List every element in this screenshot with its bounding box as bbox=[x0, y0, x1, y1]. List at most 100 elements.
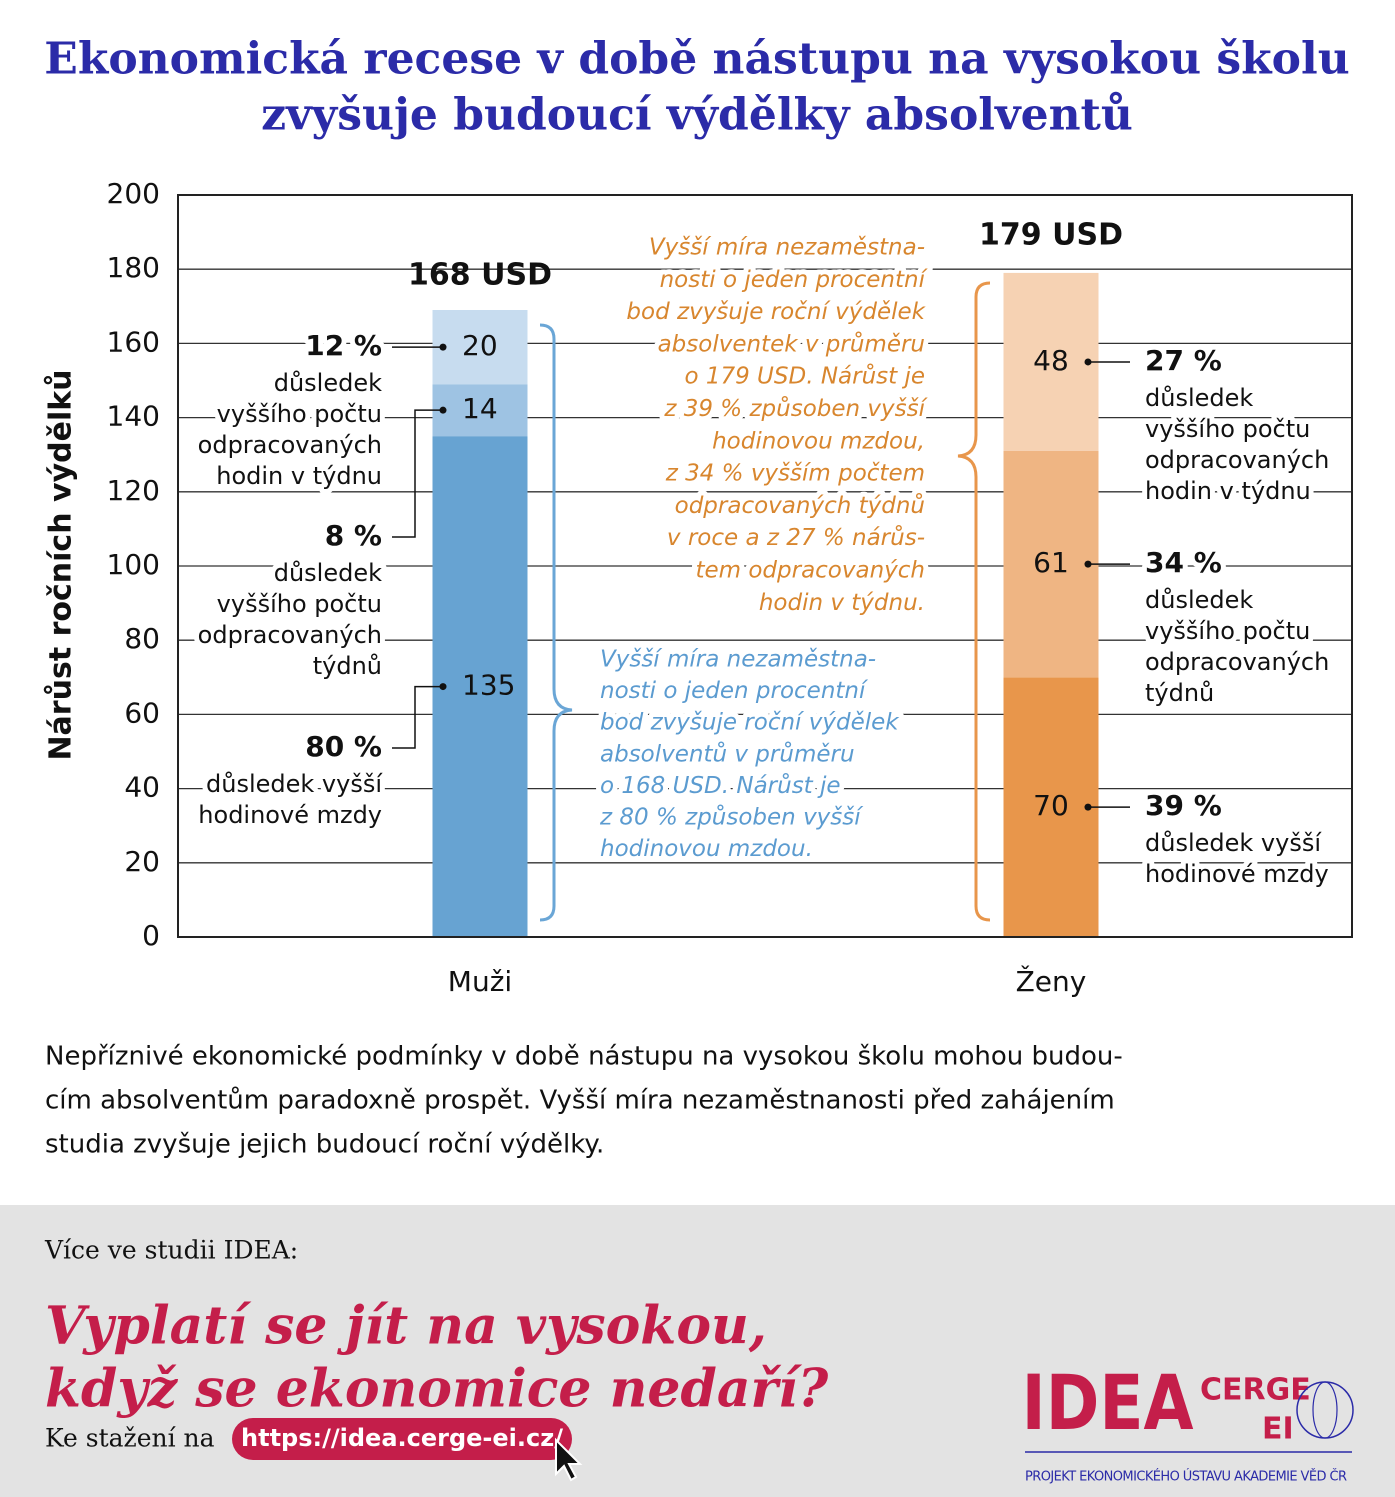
description-line: cím absolventům paradoxně prospět. Vyšší… bbox=[45, 1086, 1115, 1116]
description-line: studia zvyšuje jejich budoucí roční výdě… bbox=[45, 1130, 604, 1160]
bar-segment bbox=[432, 436, 528, 937]
y-tick-label: 120 bbox=[107, 474, 160, 507]
y-tick-label: 40 bbox=[124, 771, 160, 804]
x-tick-label: Ženy bbox=[1016, 964, 1087, 998]
y-tick-label: 80 bbox=[124, 622, 160, 655]
description-line: Nepříznivé ekonomické podmínky v době ná… bbox=[45, 1042, 1123, 1072]
plot-frame bbox=[177, 194, 1353, 938]
logo-subtitle: PROJEKT EKONOMICKÉHO ÚSTAVU AKADEMIE VĚD… bbox=[1025, 1469, 1347, 1485]
brace bbox=[957, 281, 991, 922]
title-line: Ekonomická recese v době nástupu na vyso… bbox=[44, 34, 1349, 85]
note-line: důsledek bbox=[274, 369, 382, 397]
note-line: důsledek bbox=[1145, 586, 1253, 614]
y-tick-label: 0 bbox=[142, 919, 160, 952]
note-orange: z 34 % vyšším počtem bbox=[665, 461, 925, 487]
y-axis-label: Nárůst ročních výdělků bbox=[43, 369, 79, 760]
note-blue: bod zvyšuje roční výdělek bbox=[600, 710, 900, 736]
note-orange: tem odpracovaných bbox=[695, 558, 925, 584]
bar-segment bbox=[1003, 677, 1099, 937]
description: Nepříznivé ekonomické podmínky v době ná… bbox=[45, 1042, 1123, 1160]
cursor-icon bbox=[555, 1437, 583, 1482]
value-label: 70 bbox=[1033, 789, 1069, 822]
total-label: 168 USD bbox=[408, 258, 552, 293]
note-line: odpracovaných bbox=[198, 431, 382, 459]
percent-label: 80 % bbox=[305, 730, 382, 763]
note-line: důsledek vyšší bbox=[206, 770, 383, 798]
logo: IDEA CERGE EI PROJEKT EKONOMICKÉHO ÚSTAV… bbox=[1022, 1359, 1354, 1485]
note-orange: z 39 % způsoben vyšší bbox=[663, 395, 928, 422]
note-orange: nosti o jeden procentní bbox=[660, 267, 929, 293]
y-tick-label: 60 bbox=[124, 696, 160, 729]
note-line: vyššího počtu bbox=[217, 590, 382, 618]
y-tick-label: 20 bbox=[124, 845, 160, 878]
bar-segment bbox=[1003, 272, 1099, 451]
leader-line bbox=[392, 685, 443, 749]
note-blue: z 80 % způsoben vyšší bbox=[599, 804, 864, 831]
note-line: hodin v týdnu bbox=[216, 462, 382, 490]
bar-segment bbox=[1003, 450, 1099, 678]
note-line: důsledek bbox=[1145, 384, 1253, 412]
note-line: důsledek vyšší bbox=[1145, 829, 1322, 857]
note-blue: hodinovou mzdou. bbox=[600, 836, 813, 862]
bar-segment bbox=[432, 384, 528, 437]
y-tick-label: 100 bbox=[107, 548, 160, 581]
note-blue: nosti o jeden procentní bbox=[600, 678, 869, 704]
leader-line bbox=[392, 409, 443, 538]
value-label: 61 bbox=[1033, 546, 1069, 579]
url-button[interactable]: https://idea.cerge-ei.cz/ bbox=[232, 1418, 572, 1460]
note-blue: absolventů v průměru bbox=[600, 740, 855, 767]
y-tick-label: 160 bbox=[107, 325, 160, 358]
url-text[interactable]: https://idea.cerge-ei.cz/ bbox=[241, 1424, 563, 1452]
note-line: důsledek bbox=[274, 559, 382, 587]
logo-idea: IDEA bbox=[1022, 1359, 1194, 1447]
note-line: odpracovaných bbox=[1145, 446, 1329, 474]
footer-background bbox=[0, 1205, 1395, 1497]
brace bbox=[539, 323, 573, 922]
note-orange: Vyšší míra nezaměstna- bbox=[649, 235, 925, 261]
note-orange: v roce a z 27 % nárůs- bbox=[667, 524, 925, 551]
note-orange: hodin v týdnu. bbox=[759, 590, 925, 616]
url-pill[interactable] bbox=[232, 1418, 572, 1460]
annotations: Muži 135 80 % důsledek vyšší hodinové mzdy 14… bbox=[193, 218, 1335, 999]
note-orange: absolventek v průměru bbox=[658, 330, 925, 357]
footer-intro: Více ve studii IDEA: bbox=[44, 1236, 298, 1265]
note-orange: o 179 USD. Nárůst je bbox=[684, 363, 925, 390]
y-tick-label: 200 bbox=[107, 177, 160, 210]
note-line: hodinové mzdy bbox=[198, 801, 382, 829]
total-label: 179 USD bbox=[979, 218, 1123, 253]
note-line: týdnů bbox=[313, 652, 382, 680]
percent-label: 27 % bbox=[1145, 344, 1222, 377]
value-label: 20 bbox=[462, 329, 498, 362]
bar-segment bbox=[432, 310, 528, 385]
footer-headline: když se ekonomice nedaří? bbox=[45, 1359, 829, 1420]
title-line: zvyšuje budoucí výdělky absolventů bbox=[261, 90, 1133, 141]
value-label: 48 bbox=[1033, 344, 1069, 377]
note-line: vyššího počtu bbox=[1145, 415, 1310, 443]
x-tick-label: Muži bbox=[448, 965, 512, 998]
y-tick-label: 180 bbox=[107, 251, 160, 284]
logo-cerge: CERGE bbox=[1200, 1373, 1311, 1408]
percent-label: 34 % bbox=[1145, 546, 1222, 579]
note-blue: Vyšší míra nezaměstna- bbox=[600, 647, 876, 673]
note-orange: hodinovou mzdou, bbox=[712, 428, 925, 454]
footer-headline: Vyplatí se jít na vysokou, bbox=[45, 1296, 767, 1357]
note-line: odpracovaných bbox=[1145, 648, 1329, 676]
note-line: hodinové mzdy bbox=[1145, 860, 1329, 888]
percent-label: 39 % bbox=[1145, 789, 1222, 822]
footer-download: Ke stažení na bbox=[45, 1424, 215, 1453]
logo-ei: EI bbox=[1262, 1412, 1294, 1447]
note-line: vyššího počtu bbox=[1145, 617, 1310, 645]
note-line: odpracovaných bbox=[198, 621, 382, 649]
note-orange: odpracovaných týdnů bbox=[675, 492, 925, 519]
percent-label: 12 % bbox=[305, 329, 382, 362]
logo-globe bbox=[1312, 1381, 1338, 1439]
percent-label: 8 % bbox=[325, 519, 382, 552]
value-label: 14 bbox=[462, 392, 498, 425]
note-line: týdnů bbox=[1145, 679, 1214, 707]
value-label: 135 bbox=[462, 669, 515, 702]
bars bbox=[432, 272, 1099, 937]
note-blue: o 168 USD. Nárůst je bbox=[600, 772, 841, 799]
y-tick-label: 140 bbox=[107, 400, 160, 433]
note-line: vyššího počtu bbox=[217, 400, 382, 428]
